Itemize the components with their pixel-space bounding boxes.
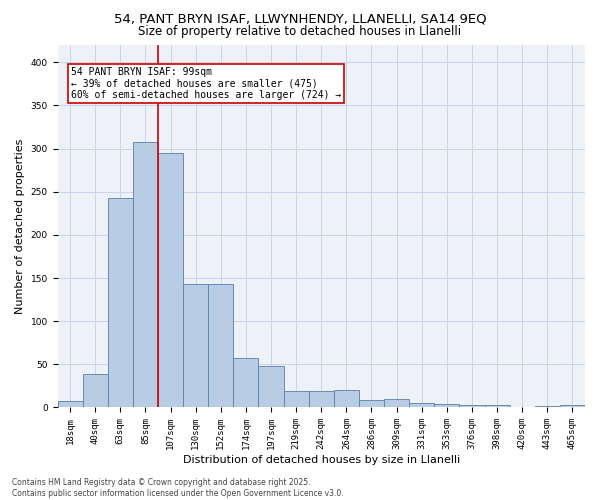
Bar	[434, 404, 460, 407]
Bar	[460, 405, 485, 407]
Bar	[83, 374, 108, 408]
Bar	[259, 366, 284, 408]
Bar	[560, 405, 585, 407]
Text: Contains HM Land Registry data © Crown copyright and database right 2025.
Contai: Contains HM Land Registry data © Crown c…	[12, 478, 344, 498]
Bar	[183, 284, 208, 408]
Y-axis label: Number of detached properties: Number of detached properties	[15, 138, 25, 314]
Text: Size of property relative to detached houses in Llanelli: Size of property relative to detached ho…	[139, 25, 461, 38]
Bar	[535, 406, 560, 407]
Bar	[208, 284, 233, 408]
Bar	[509, 406, 535, 408]
Bar	[108, 198, 133, 408]
Bar	[485, 405, 509, 407]
Bar	[309, 391, 334, 407]
Bar	[409, 403, 434, 407]
Bar	[158, 153, 183, 407]
Text: 54, PANT BRYN ISAF, LLWYNHENDY, LLANELLI, SA14 9EQ: 54, PANT BRYN ISAF, LLWYNHENDY, LLANELLI…	[113, 12, 487, 26]
Bar	[359, 400, 384, 407]
Text: 54 PANT BRYN ISAF: 99sqm
← 39% of detached houses are smaller (475)
60% of semi-: 54 PANT BRYN ISAF: 99sqm ← 39% of detach…	[71, 66, 341, 100]
Bar	[233, 358, 259, 408]
Bar	[334, 390, 359, 407]
Bar	[384, 399, 409, 407]
Bar	[133, 142, 158, 408]
Bar	[284, 391, 309, 407]
X-axis label: Distribution of detached houses by size in Llanelli: Distribution of detached houses by size …	[182, 455, 460, 465]
Bar	[58, 400, 83, 407]
